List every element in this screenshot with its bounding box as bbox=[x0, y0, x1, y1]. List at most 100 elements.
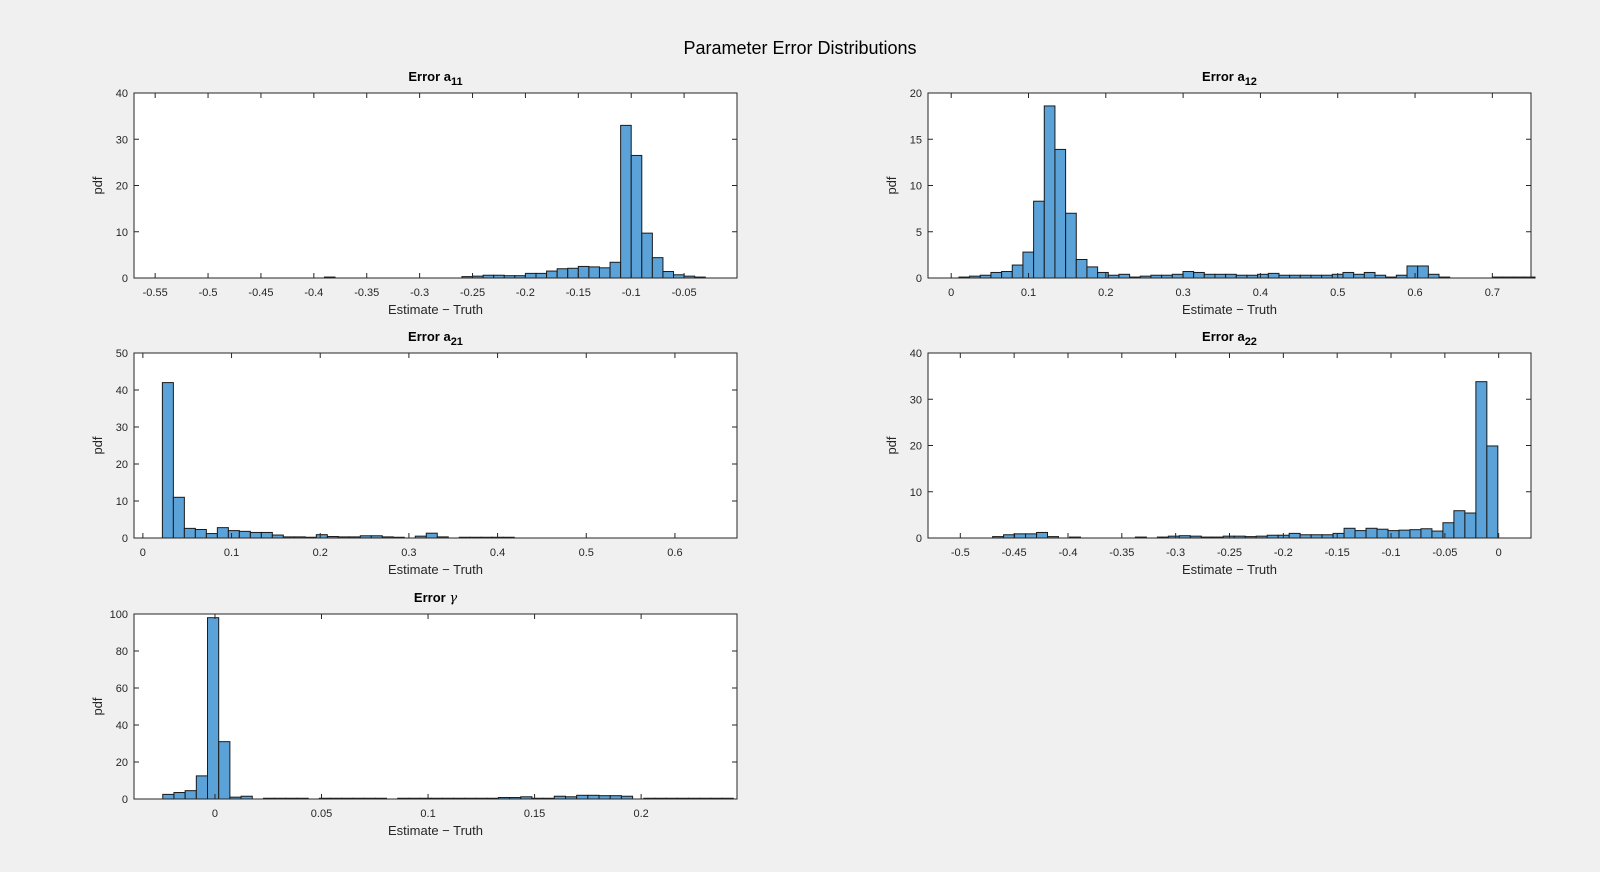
y-tick-label: 0 bbox=[916, 273, 922, 285]
x-tick-label: -0.55 bbox=[143, 287, 168, 299]
x-tick-label: -0.05 bbox=[1432, 547, 1457, 559]
y-tick-label: 20 bbox=[116, 459, 128, 471]
panels-container: -0.55 -0.5 -0.45 -0.4 -0.35 -0.3 -0.25 -0.2 -0.1… bbox=[90, 69, 1536, 838]
y-tick-label: 0 bbox=[122, 533, 128, 545]
figure-title: Parameter Error Distributions bbox=[683, 38, 916, 58]
histogram-bar bbox=[1406, 265, 1419, 279]
y-tick-label: 30 bbox=[910, 394, 922, 406]
plot-area bbox=[134, 614, 737, 799]
histogram-bar bbox=[609, 261, 622, 279]
histogram-panel-1: -0.55 -0.5 -0.45 -0.4 -0.35 -0.3 -0.25 -0.2 -0.1… bbox=[90, 69, 738, 317]
histogram-bar bbox=[1376, 528, 1389, 539]
histogram-bar bbox=[1420, 528, 1433, 539]
x-tick-label: -0.1 bbox=[1382, 547, 1401, 559]
x-axis-label: Estimate − Truth bbox=[388, 823, 483, 838]
y-tick-label: 5 bbox=[916, 227, 922, 239]
x-axis-label: Estimate − Truth bbox=[388, 562, 483, 577]
x-tick-label: 0.6 bbox=[1407, 287, 1422, 299]
histogram-bar bbox=[1354, 530, 1367, 539]
histogram-bar bbox=[1257, 273, 1269, 279]
histogram-bar bbox=[162, 793, 175, 800]
y-tick-label: 50 bbox=[116, 348, 128, 360]
histogram-bar bbox=[249, 531, 262, 539]
histogram-bar bbox=[1214, 273, 1227, 279]
histogram-bar bbox=[1363, 271, 1376, 279]
panel-title: Error a11 bbox=[408, 69, 462, 88]
y-tick-label: 0 bbox=[122, 273, 128, 285]
y-tick-label: 10 bbox=[116, 227, 128, 239]
x-tick-label: 0.5 bbox=[579, 547, 594, 559]
x-tick-label: -0.2 bbox=[1274, 547, 1293, 559]
panel-title-subscript: 12 bbox=[1245, 76, 1257, 88]
plot-area bbox=[928, 93, 1531, 278]
x-axis-label: Estimate − Truth bbox=[1182, 302, 1277, 317]
histogram-bar bbox=[194, 528, 207, 539]
bars bbox=[162, 617, 734, 800]
panel-title: Error γ bbox=[414, 590, 457, 606]
histogram-bar bbox=[651, 257, 664, 279]
histogram-bar bbox=[1343, 527, 1356, 539]
x-tick-label: -0.25 bbox=[460, 287, 485, 299]
histogram-bar bbox=[1431, 530, 1444, 539]
histogram-bar bbox=[546, 270, 558, 279]
x-tick-label: 0.1 bbox=[420, 808, 435, 820]
panel-title-subscript: 11 bbox=[451, 76, 463, 88]
plot-area bbox=[928, 353, 1531, 538]
histogram-bar bbox=[1011, 264, 1024, 279]
x-tick-label: 0.4 bbox=[1253, 287, 1268, 299]
histogram-bar bbox=[1193, 271, 1205, 279]
x-tick-label: 0.2 bbox=[1098, 287, 1113, 299]
histogram-bar bbox=[556, 268, 569, 279]
histogram-bar bbox=[195, 775, 209, 800]
panel-title-symbol: γ bbox=[449, 591, 457, 606]
y-tick-label: 15 bbox=[910, 134, 922, 146]
histogram-bar bbox=[183, 527, 196, 539]
histogram-bar bbox=[1001, 271, 1013, 279]
histogram-bar bbox=[577, 265, 590, 279]
histogram-bar bbox=[1464, 512, 1477, 539]
y-tick-label: 20 bbox=[910, 88, 922, 100]
histogram-bar bbox=[1014, 533, 1027, 539]
histogram-bar bbox=[1036, 531, 1049, 539]
histogram-bar bbox=[576, 794, 589, 800]
x-tick-label: -0.35 bbox=[1109, 547, 1134, 559]
histogram-bar bbox=[161, 382, 174, 539]
histogram-bar bbox=[227, 530, 240, 539]
y-axis-label: pdf bbox=[90, 697, 105, 715]
x-tick-label: -0.4 bbox=[1058, 547, 1077, 559]
y-axis-label: pdf bbox=[90, 436, 105, 454]
histogram-bar bbox=[1182, 271, 1195, 279]
histogram-bar bbox=[1387, 530, 1400, 539]
histogram-bar bbox=[172, 496, 185, 539]
histogram-bar bbox=[1427, 273, 1440, 279]
x-tick-label: -0.3 bbox=[1166, 547, 1185, 559]
y-tick-label: 20 bbox=[910, 441, 922, 453]
x-tick-label: 0.6 bbox=[667, 547, 682, 559]
x-tick-label: -0.1 bbox=[622, 287, 641, 299]
x-tick-label: 0.3 bbox=[1175, 287, 1190, 299]
x-axis-label: Estimate − Truth bbox=[1182, 562, 1277, 577]
x-tick-label: -0.35 bbox=[354, 287, 379, 299]
histogram-bar bbox=[567, 267, 579, 279]
histogram-bar bbox=[216, 527, 229, 539]
y-tick-label: 80 bbox=[116, 646, 128, 658]
x-tick-label: 0.4 bbox=[490, 547, 505, 559]
histogram-bar bbox=[173, 792, 186, 800]
y-axis-label: pdf bbox=[884, 176, 899, 194]
y-tick-label: 30 bbox=[116, 134, 128, 146]
x-tick-label: 0.1 bbox=[1021, 287, 1036, 299]
histogram-bar bbox=[1365, 527, 1378, 539]
x-tick-label: -0.45 bbox=[248, 287, 273, 299]
x-tick-label: -0.3 bbox=[410, 287, 429, 299]
histogram-bar bbox=[1453, 510, 1466, 539]
x-tick-label: -0.15 bbox=[566, 287, 591, 299]
histogram-panel-3: 0 0.1 0.2 0.3 0.4 0.5 0.6 0 10 20 30 40 50 Estimate −… bbox=[90, 329, 738, 577]
histogram-bar bbox=[1086, 266, 1099, 279]
x-axis-label: Estimate − Truth bbox=[388, 302, 483, 317]
histogram-bar bbox=[184, 790, 197, 800]
histogram-bar bbox=[1398, 529, 1411, 539]
histogram-bar bbox=[1043, 105, 1056, 279]
panel-title-subscript: 21 bbox=[451, 336, 463, 348]
x-tick-label: -0.2 bbox=[516, 287, 535, 299]
x-tick-label: 0.1 bbox=[224, 547, 239, 559]
